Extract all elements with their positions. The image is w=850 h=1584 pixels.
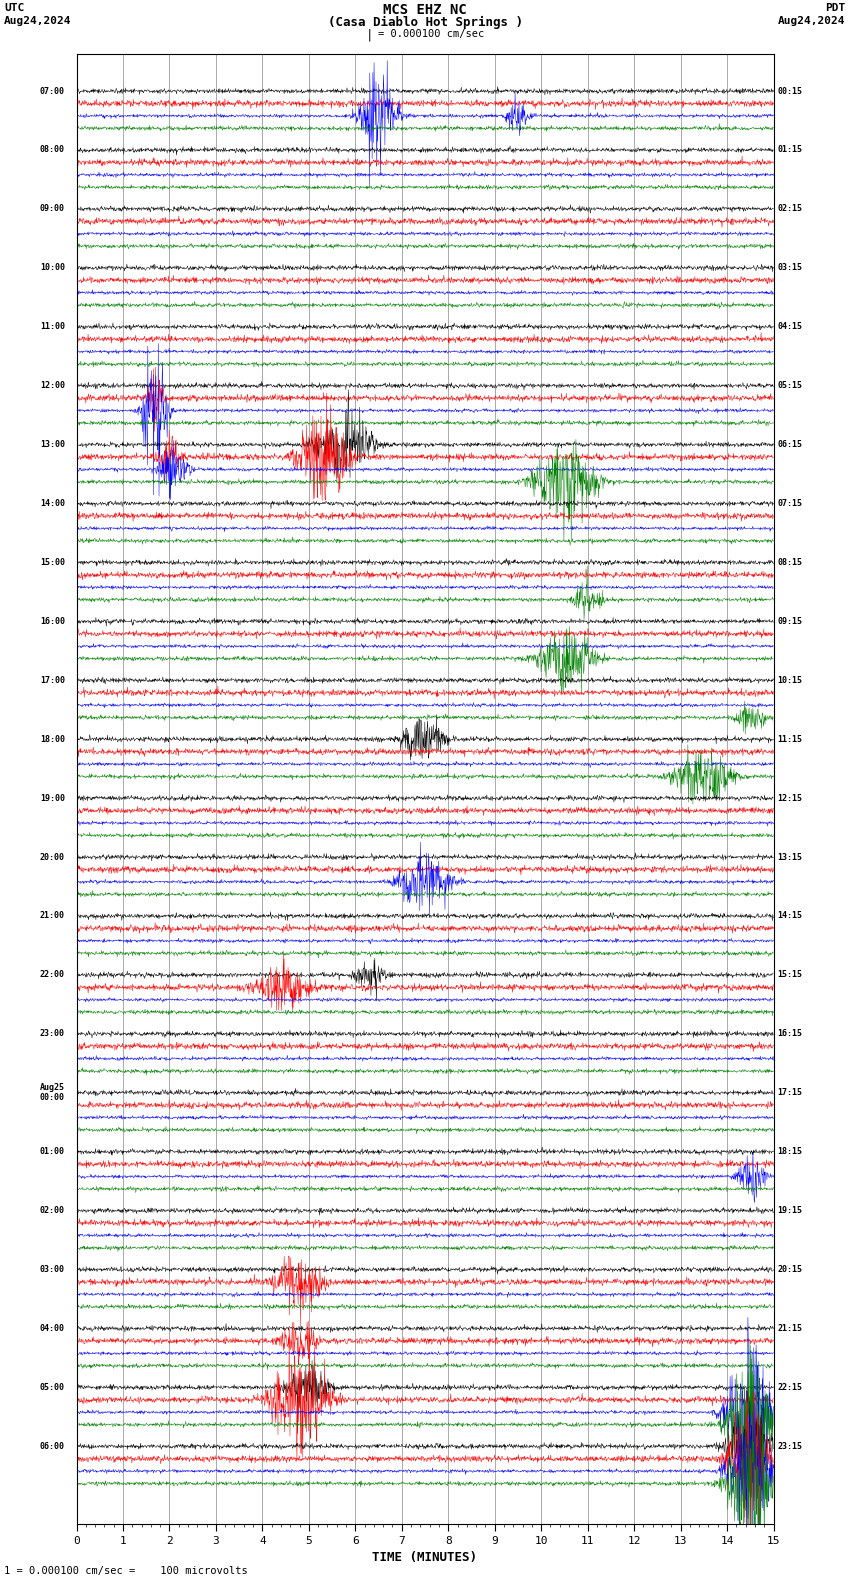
Text: 1 = 0.000100 cm/sec =    100 microvolts: 1 = 0.000100 cm/sec = 100 microvolts [4,1567,248,1576]
Text: 22:15: 22:15 [777,1383,802,1392]
Text: 05:15: 05:15 [777,382,802,390]
Text: 05:00: 05:00 [40,1383,65,1392]
Text: 03:15: 03:15 [777,263,802,272]
Text: PDT: PDT [825,3,846,13]
Text: 08:15: 08:15 [777,558,802,567]
Text: 15:00: 15:00 [40,558,65,567]
X-axis label: TIME (MINUTES): TIME (MINUTES) [372,1551,478,1563]
Text: 10:00: 10:00 [40,263,65,272]
Text: 11:15: 11:15 [777,735,802,744]
Text: 01:15: 01:15 [777,146,802,155]
Text: 16:00: 16:00 [40,616,65,626]
Text: 18:15: 18:15 [777,1147,802,1156]
Text: 15:15: 15:15 [777,971,802,979]
Text: 11:00: 11:00 [40,322,65,331]
Text: 06:00: 06:00 [40,1441,65,1451]
Text: 19:00: 19:00 [40,794,65,803]
Text: Aug25
00:00: Aug25 00:00 [40,1083,65,1102]
Text: 17:00: 17:00 [40,676,65,684]
Text: 20:15: 20:15 [777,1266,802,1274]
Text: Aug24,2024: Aug24,2024 [779,16,846,25]
Text: 02:15: 02:15 [777,204,802,214]
Text: 02:00: 02:00 [40,1205,65,1215]
Text: 23:15: 23:15 [777,1441,802,1451]
Text: 12:00: 12:00 [40,382,65,390]
Text: 17:15: 17:15 [777,1088,802,1098]
Text: 19:15: 19:15 [777,1205,802,1215]
Text: 21:00: 21:00 [40,911,65,920]
Text: 22:00: 22:00 [40,971,65,979]
Text: |: | [366,29,373,41]
Text: 18:00: 18:00 [40,735,65,744]
Text: 00:15: 00:15 [777,87,802,95]
Text: 01:00: 01:00 [40,1147,65,1156]
Text: 09:15: 09:15 [777,616,802,626]
Text: = 0.000100 cm/sec: = 0.000100 cm/sec [378,29,484,38]
Text: 23:00: 23:00 [40,1030,65,1039]
Text: 07:15: 07:15 [777,499,802,508]
Text: 12:15: 12:15 [777,794,802,803]
Text: 04:00: 04:00 [40,1324,65,1332]
Text: 13:15: 13:15 [777,852,802,862]
Text: UTC: UTC [4,3,25,13]
Text: 14:15: 14:15 [777,911,802,920]
Text: 06:15: 06:15 [777,440,802,450]
Text: 04:15: 04:15 [777,322,802,331]
Text: 20:00: 20:00 [40,852,65,862]
Text: MCS EHZ NC: MCS EHZ NC [383,3,467,17]
Text: 13:00: 13:00 [40,440,65,450]
Text: 21:15: 21:15 [777,1324,802,1332]
Text: 07:00: 07:00 [40,87,65,95]
Text: 10:15: 10:15 [777,676,802,684]
Text: 03:00: 03:00 [40,1266,65,1274]
Text: Aug24,2024: Aug24,2024 [4,16,71,25]
Text: 08:00: 08:00 [40,146,65,155]
Text: 14:00: 14:00 [40,499,65,508]
Text: 09:00: 09:00 [40,204,65,214]
Text: (Casa Diablo Hot Springs ): (Casa Diablo Hot Springs ) [327,16,523,29]
Text: 16:15: 16:15 [777,1030,802,1039]
